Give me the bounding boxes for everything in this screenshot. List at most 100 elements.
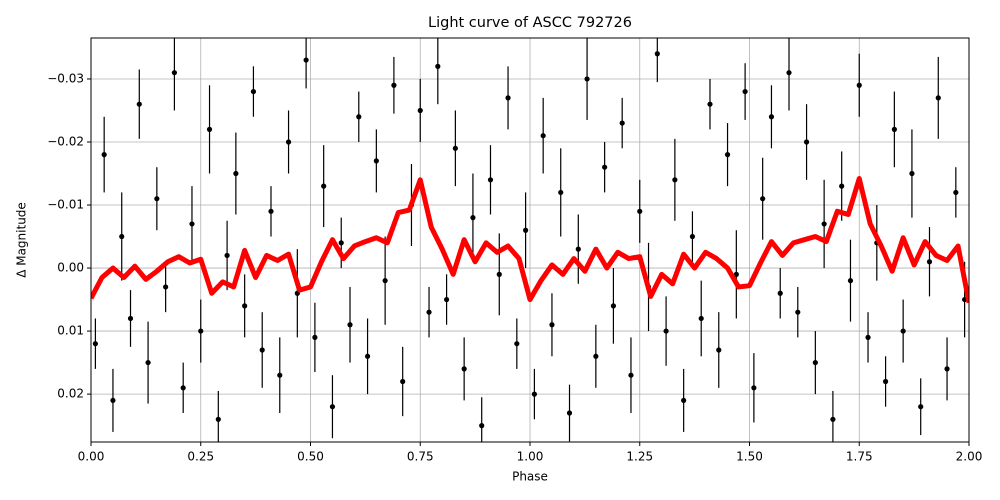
data-point: [303, 57, 309, 63]
data-point: [479, 423, 485, 429]
data-point: [496, 271, 502, 277]
data-point: [865, 334, 871, 340]
data-point: [575, 246, 581, 252]
data-point: [347, 322, 353, 328]
data-point: [742, 88, 748, 95]
data-point: [206, 126, 213, 132]
x-tick-label: 1.00: [517, 450, 544, 464]
data-point: [681, 397, 687, 404]
data-point: [689, 233, 696, 240]
data-point: [663, 328, 669, 334]
y-tick-label: −0.01: [47, 198, 84, 212]
data-point: [602, 164, 608, 170]
data-point: [224, 252, 230, 259]
data-point: [461, 366, 467, 372]
data-point: [277, 372, 283, 378]
data-point: [268, 208, 274, 214]
data-point: [935, 95, 941, 101]
axes: 0.00 0.25 0.50 0.75 1.00 1.25 1.50 1.75 2.00 −0.0…: [47, 37, 983, 464]
data-point: [654, 51, 660, 57]
data-point: [531, 391, 537, 397]
data-point: [92, 341, 98, 347]
data-point: [127, 315, 134, 322]
y-tick-label: 0.02: [57, 387, 84, 401]
x-tick-label: 1.75: [846, 450, 873, 464]
data-point: [514, 341, 520, 347]
data-point: [364, 353, 371, 359]
data-point: [382, 278, 388, 284]
data-point: [909, 170, 915, 177]
data-point: [637, 208, 643, 214]
data-point: [839, 183, 845, 189]
data-point: [119, 233, 125, 240]
data-point: [242, 303, 248, 309]
data-point: [285, 139, 292, 145]
data-point: [768, 114, 775, 120]
data-point: [724, 151, 731, 158]
data-point: [145, 359, 151, 366]
data-point: [443, 296, 450, 303]
y-axis-label: Δ Magnitude: [15, 202, 29, 278]
data-point: [470, 215, 476, 221]
data-point: [110, 397, 116, 404]
data-point: [321, 183, 327, 189]
y-tick-label: −0.02: [47, 134, 84, 148]
data-point: [171, 70, 178, 76]
data-point: [733, 271, 739, 277]
data-point: [198, 328, 204, 334]
y-tick-label: 0.00: [57, 261, 84, 275]
y-tick-label: 0.01: [57, 324, 84, 338]
x-tick-label: 0.00: [78, 450, 105, 464]
data-point: [619, 120, 625, 126]
data-point: [154, 196, 160, 202]
plot-area: [91, 38, 969, 442]
data-point: [751, 385, 757, 391]
data-point: [672, 177, 678, 183]
data-point: [417, 107, 423, 114]
data-point: [891, 126, 897, 132]
smoothed-line: [91, 176, 969, 304]
data-point: [707, 101, 713, 107]
data-point: [716, 347, 722, 353]
data-point: [628, 372, 634, 378]
data-point: [847, 278, 854, 284]
data-point: [856, 82, 862, 88]
data-point: [760, 196, 766, 202]
data-point: [215, 416, 221, 422]
data-point: [830, 416, 836, 422]
data-point: [795, 309, 801, 315]
data-point: [812, 359, 818, 366]
data-point: [821, 221, 827, 227]
data-point: [566, 410, 573, 416]
x-tick-label: 0.50: [297, 450, 324, 464]
data-point: [163, 284, 169, 290]
plot-frame: [90, 37, 970, 443]
data-point: [593, 353, 599, 359]
data-point: [803, 139, 810, 145]
x-tick-label: 2.00: [956, 450, 983, 464]
data-point: [549, 322, 555, 328]
data-point: [584, 76, 590, 82]
x-tick-label: 0.75: [407, 450, 434, 464]
x-tick-label: 0.25: [187, 450, 214, 464]
data-point: [953, 189, 959, 196]
data-point: [373, 158, 379, 164]
chart-title: Light curve of ASCC 792726: [428, 15, 632, 31]
data-point: [540, 133, 546, 139]
data-point: [312, 334, 318, 340]
data-point: [918, 404, 924, 410]
data-point: [400, 378, 406, 385]
data-point: [233, 170, 239, 177]
data-point: [558, 189, 564, 196]
data-point: [329, 404, 336, 410]
data-point: [435, 63, 441, 69]
data-point: [610, 303, 617, 309]
data-point: [452, 145, 458, 151]
x-axis-label: Phase: [512, 470, 548, 484]
data-point: [259, 347, 265, 353]
data-point: [101, 151, 107, 158]
data-point: [523, 227, 529, 233]
data-point: [189, 221, 195, 227]
data-point: [777, 290, 783, 296]
data-point: [338, 240, 344, 246]
